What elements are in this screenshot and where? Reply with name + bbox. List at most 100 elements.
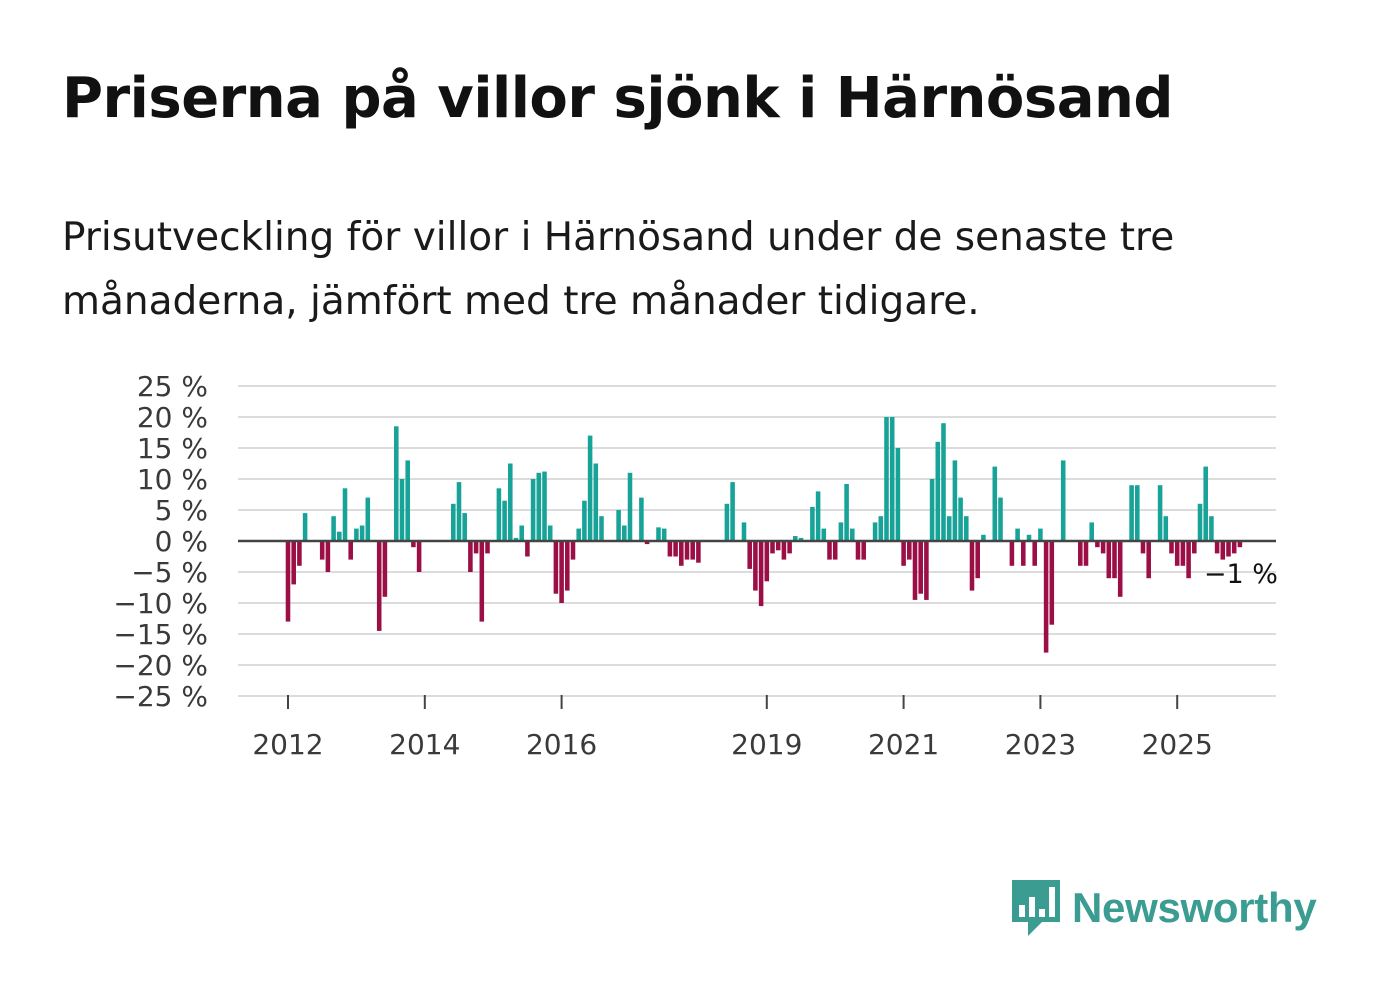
bar-positive — [929, 479, 935, 541]
bar-negative — [1100, 541, 1106, 554]
bar-positive — [941, 423, 946, 541]
bar-negative — [570, 541, 576, 560]
bar-positive — [1197, 503, 1203, 541]
bar-positive — [587, 435, 593, 541]
bar-positive — [599, 516, 604, 541]
bar-positive — [992, 466, 998, 541]
bar-positive — [935, 441, 941, 541]
bar-negative — [1106, 541, 1112, 579]
bar-negative — [924, 541, 929, 600]
bar-negative — [684, 541, 690, 560]
bar-positive — [627, 472, 633, 541]
bar-positive — [1203, 466, 1208, 541]
bar-positive — [838, 522, 844, 541]
bar-positive — [639, 497, 644, 541]
bar-positive — [844, 483, 849, 541]
bar-negative — [775, 541, 781, 551]
bar-positive — [576, 528, 581, 541]
bar-negative — [411, 541, 416, 548]
bar-negative — [747, 541, 752, 569]
bar-negative — [832, 541, 838, 560]
bar-negative — [473, 541, 479, 554]
bar-negative — [291, 541, 296, 585]
last-value-label: −1 % — [1204, 559, 1278, 590]
bar-positive — [793, 536, 798, 541]
bar-positive — [1209, 516, 1214, 541]
bar-negative — [325, 541, 331, 572]
bar-negative — [468, 541, 473, 572]
bar-negative — [781, 541, 787, 560]
bar-positive — [1015, 528, 1020, 541]
bar-negative — [918, 541, 923, 594]
y-tick-label: 15 % — [137, 432, 208, 465]
bar-positive — [302, 513, 308, 541]
bar-negative — [565, 541, 570, 591]
bar-positive — [889, 417, 895, 541]
bar-negative — [758, 541, 764, 607]
bar-negative — [1231, 541, 1237, 554]
y-tick-label: 25 % — [137, 370, 208, 403]
bar-negative — [764, 541, 770, 582]
bar-positive — [815, 491, 821, 541]
bar-positive — [895, 448, 901, 541]
bar-positive — [872, 522, 878, 541]
bar-negative — [319, 541, 325, 560]
bar-negative — [1180, 541, 1186, 566]
bar-negative — [644, 541, 650, 545]
bar-negative — [1117, 541, 1123, 597]
bar-negative — [485, 541, 490, 554]
bar-negative — [1083, 541, 1089, 566]
bar-positive — [496, 488, 502, 541]
bar-positive — [1135, 485, 1140, 541]
bar-negative — [1021, 541, 1026, 566]
bar-negative — [479, 541, 485, 622]
bar-positive — [661, 528, 667, 541]
bar-negative — [827, 541, 832, 560]
bar-positive — [730, 482, 735, 541]
x-tick-label: 2023 — [1005, 728, 1076, 761]
bar-negative — [1140, 541, 1146, 554]
bar-negative — [1078, 541, 1083, 566]
bar-positive — [359, 525, 365, 541]
bar-positive — [593, 463, 599, 541]
y-tick-label: −20 % — [113, 649, 208, 682]
bar-positive — [399, 479, 405, 541]
bar-positive — [622, 525, 627, 541]
bar-negative — [855, 541, 861, 560]
bar-negative — [1095, 541, 1100, 548]
y-tick-label: 10 % — [137, 463, 208, 496]
bar-negative — [1049, 541, 1055, 625]
bar-negative — [673, 541, 678, 557]
bar-positive — [1163, 516, 1169, 541]
bar-negative — [1112, 541, 1117, 579]
bar-positive — [741, 522, 747, 541]
bar-positive — [513, 537, 519, 541]
bar-negative — [1032, 541, 1037, 566]
bar-positive — [342, 488, 348, 541]
bar-positive — [1060, 460, 1066, 541]
bar-positive — [542, 471, 547, 541]
y-tick-label: −10 % — [113, 587, 208, 620]
x-axis: 2012 2014 2016 2019 2021 2023 2025 — [252, 695, 1213, 761]
bar-negative — [1226, 541, 1231, 557]
bar-negative — [1214, 541, 1220, 554]
bar-negative — [1237, 541, 1243, 548]
bar-negative — [667, 541, 673, 557]
bar-positive — [878, 516, 884, 541]
bar-negative — [912, 541, 918, 600]
y-axis: 25 %20 %15 %10 %5 %0 %−5 %−10 %−15 %−20 … — [113, 370, 208, 713]
x-tick-label: 2019 — [731, 728, 802, 761]
y-tick-label: −15 % — [113, 618, 208, 651]
x-tick-label: 2016 — [526, 728, 597, 761]
bar-negative — [901, 541, 906, 566]
bar-negative — [861, 541, 866, 560]
bar-positive — [354, 528, 359, 541]
bar-positive — [656, 527, 661, 541]
bar-positive — [1026, 534, 1032, 541]
bar-negative — [416, 541, 422, 572]
y-tick-label: 20 % — [137, 401, 208, 434]
x-tick-label: 2014 — [389, 728, 460, 761]
bar-negative — [1174, 541, 1180, 566]
chart-title: Priserna på villor sjönk i Härnösand — [62, 66, 1173, 131]
